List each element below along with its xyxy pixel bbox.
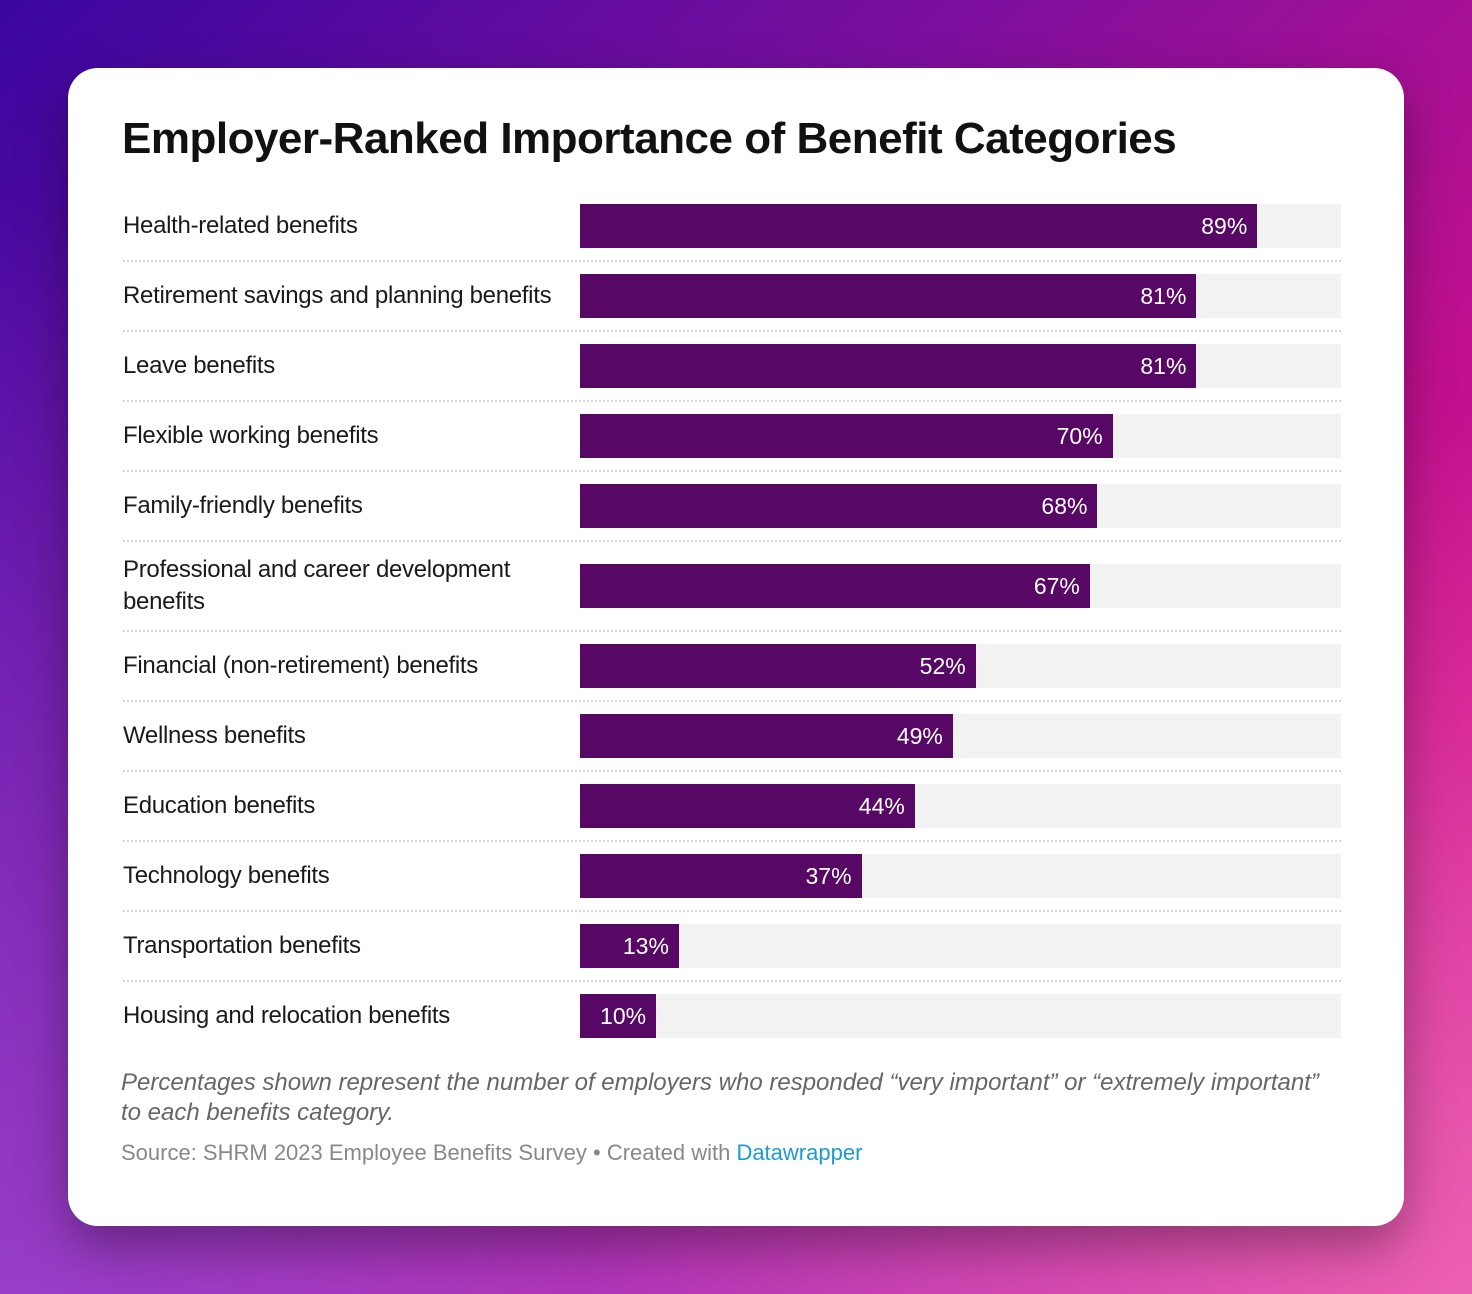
bar-track: 13% (580, 924, 1341, 968)
value-label: 10% (600, 1003, 647, 1029)
bar-track: 67% (580, 564, 1341, 608)
category-label: Wellness benefits (123, 722, 306, 749)
bar-track: 10% (580, 994, 1341, 1038)
chart-card: Employer-Ranked Importance of Benefit Ca… (68, 68, 1404, 1226)
bar-track: 68% (580, 484, 1341, 528)
bar: 70% (580, 414, 1113, 458)
chart-source: Source: SHRM 2023 Employee Benefits Surv… (121, 1140, 862, 1166)
value-label: 81% (1140, 283, 1187, 309)
chart-title: Employer-Ranked Importance of Benefit Ca… (122, 114, 1177, 163)
bar-track: 44% (580, 784, 1341, 828)
value-label: 68% (1041, 493, 1088, 519)
bar: 81% (580, 344, 1197, 388)
value-label: 81% (1140, 353, 1187, 379)
value-label: 67% (1033, 573, 1080, 599)
datawrapper-link[interactable]: Datawrapper (736, 1140, 863, 1165)
bar: 37% (580, 854, 862, 898)
value-label: 52% (919, 653, 966, 679)
bar-row: Professional and career development bene… (123, 542, 1341, 632)
bar-track: 81% (580, 344, 1341, 388)
bar-row: Leave benefits 81% (123, 332, 1341, 402)
bar: 81% (580, 274, 1197, 318)
category-label: Technology benefits (123, 862, 330, 889)
category-label: Education benefits (123, 792, 316, 819)
category-label: Retirement savings and planning benefits (123, 282, 552, 309)
value-label: 37% (805, 863, 852, 889)
bar-row: Health-related benefits 89% (123, 192, 1341, 262)
bar: 10% (580, 994, 657, 1038)
bar: 13% (580, 924, 679, 968)
bar-row: Transportation benefits 13% (123, 912, 1341, 982)
value-label: 44% (858, 793, 905, 819)
value-label: 89% (1201, 213, 1248, 239)
bar-row: Wellness benefits 49% (123, 702, 1341, 772)
bar: 52% (580, 644, 976, 688)
category-label: Leave benefits (123, 352, 275, 379)
bar-chart: Health-related benefits 89% Retirement sav… (123, 192, 1341, 1050)
bar-row: Financial (non-retirement) benefits 52% (123, 632, 1341, 702)
bar-row: Family-friendly benefits 68% (123, 472, 1341, 542)
bar: 49% (580, 714, 953, 758)
category-label: Family-friendly benefits (123, 492, 363, 519)
bar: 89% (580, 204, 1258, 248)
value-label: 70% (1056, 423, 1103, 449)
category-label: Professional and career development bene… (123, 556, 511, 615)
category-label: Financial (non-retirement) benefits (123, 652, 478, 679)
source-text: Source: SHRM 2023 Employee Benefits Surv… (121, 1140, 737, 1165)
bar: 44% (580, 784, 915, 828)
category-label: Health-related benefits (123, 212, 358, 239)
bar-track: 81% (580, 274, 1341, 318)
bar-row: Retirement savings and planning benefits… (123, 262, 1341, 332)
category-label: Transportation benefits (123, 932, 361, 959)
bar-track: 70% (580, 414, 1341, 458)
bar-track: 37% (580, 854, 1341, 898)
bar-track: 49% (580, 714, 1341, 758)
category-label: Flexible working benefits (123, 422, 379, 449)
bar-track: 52% (580, 644, 1341, 688)
chart-note: Percentages shown represent the number o… (121, 1069, 1319, 1126)
bar-track: 89% (580, 204, 1341, 248)
bar-row: Technology benefits 37% (123, 842, 1341, 912)
bar: 67% (580, 564, 1090, 608)
bar: 68% (580, 484, 1098, 528)
bar-row: Housing and relocation benefits 10% (123, 982, 1341, 1050)
bar-row: Education benefits 44% (123, 772, 1341, 842)
category-label: Housing and relocation benefits (123, 1002, 450, 1029)
value-label: 13% (622, 933, 669, 959)
value-label: 49% (896, 723, 943, 749)
bar-row: Flexible working benefits 70% (123, 402, 1341, 472)
